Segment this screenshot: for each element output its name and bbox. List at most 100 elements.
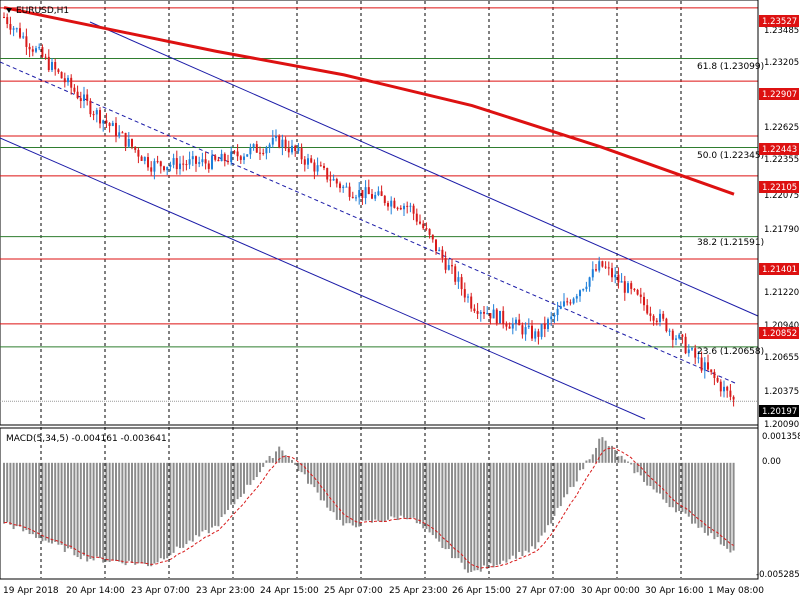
price-pane[interactable] xyxy=(0,0,759,426)
macd-bar xyxy=(99,462,101,559)
macd-bar xyxy=(3,462,5,524)
macd-bar xyxy=(371,462,373,523)
macd-signal-line xyxy=(3,447,734,569)
macd-bar xyxy=(79,462,82,560)
candle-body xyxy=(543,323,546,329)
macd-bar xyxy=(505,462,508,563)
candle-body xyxy=(630,283,633,289)
level-label: 1.22907 xyxy=(762,90,797,100)
candle-body xyxy=(252,144,255,148)
symbol-title[interactable]: EURUSD,H1 xyxy=(6,6,69,16)
macd-bar xyxy=(195,462,197,536)
macd-bar xyxy=(351,462,354,526)
candle-body xyxy=(332,178,335,181)
macd-bar xyxy=(732,462,735,551)
macd-bar xyxy=(639,462,642,476)
candle-body xyxy=(9,23,12,30)
candle-body xyxy=(438,249,441,252)
candle-body xyxy=(150,167,153,172)
candle-body xyxy=(89,100,92,115)
macd-bar xyxy=(540,462,543,536)
candle-body xyxy=(483,312,485,314)
candle-body xyxy=(63,78,66,83)
candle-body xyxy=(383,195,386,204)
macd-bar xyxy=(255,462,258,478)
price-tick: 1.23485 xyxy=(764,26,799,36)
candle-body xyxy=(403,205,405,210)
macd-title: MACD(5,34,5) -0.004161 -0.003641 xyxy=(6,434,167,444)
macd-histogram xyxy=(3,437,735,573)
candle-body xyxy=(51,62,53,71)
candle-body xyxy=(60,72,63,79)
candle-body xyxy=(716,377,719,382)
candle-body xyxy=(508,326,511,329)
macd-bar xyxy=(163,462,165,560)
candle-body xyxy=(303,159,306,165)
macd-bar xyxy=(479,462,482,572)
candle-body xyxy=(137,149,140,157)
candle-body xyxy=(351,196,354,198)
triangle-down-icon[interactable] xyxy=(6,8,12,13)
macd-bar xyxy=(275,451,277,463)
macd-bar xyxy=(207,462,210,534)
macd-bar xyxy=(323,462,325,501)
macd-bar xyxy=(153,462,156,564)
candle-body xyxy=(6,17,9,24)
macd-bar xyxy=(726,462,729,549)
macd-bar xyxy=(470,462,473,572)
candle-body xyxy=(422,223,425,229)
candle-body xyxy=(415,213,418,222)
macd-bar xyxy=(291,459,293,463)
candle-body xyxy=(291,145,293,153)
macd-bar xyxy=(54,462,57,542)
candle-body xyxy=(681,334,684,337)
macd-bar xyxy=(390,462,393,517)
candle-body xyxy=(479,312,482,314)
candle-body xyxy=(220,153,223,162)
candle-body xyxy=(393,200,396,208)
candle-body xyxy=(361,190,364,199)
candle-body xyxy=(195,156,197,164)
macd-tick: -0.005285 xyxy=(756,570,800,580)
candle-body xyxy=(134,146,137,150)
candle-body xyxy=(620,281,623,283)
price-tick: 1.20940 xyxy=(764,321,799,331)
macd-bar xyxy=(406,462,409,520)
candle-body xyxy=(575,296,578,299)
macd-bar xyxy=(383,462,386,522)
macd-bar xyxy=(463,462,466,570)
candle-body xyxy=(518,319,521,326)
macd-bar xyxy=(428,462,431,533)
candle-body xyxy=(668,330,671,332)
candle-body xyxy=(307,158,309,165)
macd-bar xyxy=(575,462,578,482)
candle-body xyxy=(623,281,626,293)
candle-body xyxy=(111,122,114,126)
time-tick: 27 Apr 07:00 xyxy=(516,586,575,596)
macd-bar xyxy=(108,462,111,562)
macd-bar xyxy=(441,462,444,548)
candle-body xyxy=(374,194,377,199)
price-tick: 1.22625 xyxy=(764,123,799,133)
candle-body xyxy=(67,77,69,83)
candle-body xyxy=(198,162,201,164)
macd-bar xyxy=(361,462,364,521)
macd-bar xyxy=(121,462,124,564)
current-price-label: 1.20197 xyxy=(762,407,797,417)
candle-body xyxy=(585,286,588,290)
candle-body xyxy=(319,165,322,167)
macd-bar xyxy=(534,462,537,549)
macd-bar xyxy=(342,462,345,526)
macd-bar xyxy=(249,462,252,485)
candle-body xyxy=(527,325,530,328)
candle-body xyxy=(582,289,585,291)
macd-bar xyxy=(678,462,681,511)
macd-bar xyxy=(147,462,149,567)
macd-bar xyxy=(15,462,18,527)
candle-body xyxy=(633,288,636,290)
candle-body xyxy=(108,123,111,126)
macd-bar xyxy=(409,462,412,519)
macd-bar xyxy=(380,462,383,523)
candle-body xyxy=(726,386,729,391)
